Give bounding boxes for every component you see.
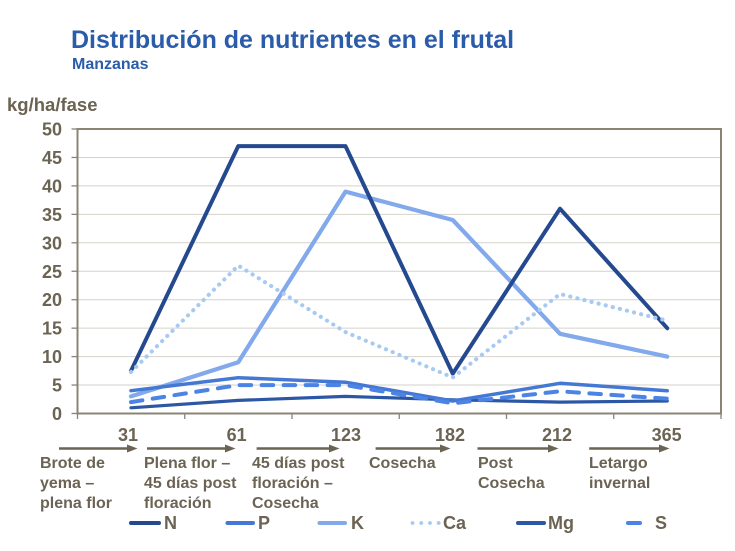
svg-text:N: N	[164, 513, 177, 533]
svg-text:15: 15	[42, 319, 62, 339]
svg-text:61: 61	[227, 425, 247, 445]
svg-text:50: 50	[42, 120, 62, 140]
svg-text:Cosecha: Cosecha	[252, 495, 319, 512]
svg-text:45: 45	[42, 148, 62, 168]
svg-text:Letargo: Letargo	[589, 455, 648, 472]
svg-text:Mg: Mg	[548, 513, 574, 533]
svg-text:Post: Post	[478, 455, 513, 472]
svg-text:Ca: Ca	[443, 513, 467, 533]
svg-text:floración –: floración –	[252, 475, 333, 492]
svg-text:kg/ha/fase: kg/ha/fase	[7, 94, 98, 115]
svg-text:S: S	[655, 513, 667, 533]
svg-text:40: 40	[42, 176, 62, 196]
svg-text:Cosecha: Cosecha	[478, 475, 545, 492]
svg-text:212: 212	[542, 425, 572, 445]
svg-text:yema –: yema –	[40, 475, 94, 492]
svg-text:invernal: invernal	[589, 475, 650, 492]
svg-text:P: P	[258, 513, 270, 533]
svg-text:45 días post: 45 días post	[252, 455, 345, 472]
svg-text:0: 0	[52, 404, 62, 424]
svg-text:182: 182	[435, 425, 465, 445]
svg-text:plena flor: plena flor	[40, 495, 112, 512]
svg-text:31: 31	[118, 425, 138, 445]
svg-text:25: 25	[42, 262, 62, 282]
svg-text:floración: floración	[144, 495, 212, 512]
svg-text:35: 35	[42, 205, 62, 225]
svg-text:20: 20	[42, 290, 62, 310]
svg-text:Brote de: Brote de	[40, 455, 105, 472]
svg-text:30: 30	[42, 233, 62, 253]
svg-text:Cosecha: Cosecha	[369, 455, 436, 472]
svg-text:10: 10	[42, 347, 62, 367]
svg-text:Plena flor –: Plena flor –	[144, 455, 230, 472]
svg-text:365: 365	[652, 425, 682, 445]
svg-text:123: 123	[331, 425, 361, 445]
svg-text:Distribución de nutrientes en: Distribución de nutrientes en el frutal	[71, 26, 514, 54]
svg-text:Manzanas: Manzanas	[72, 56, 149, 73]
svg-text:K: K	[351, 513, 364, 533]
svg-text:45 días post: 45 días post	[144, 475, 237, 492]
svg-text:5: 5	[52, 376, 62, 396]
